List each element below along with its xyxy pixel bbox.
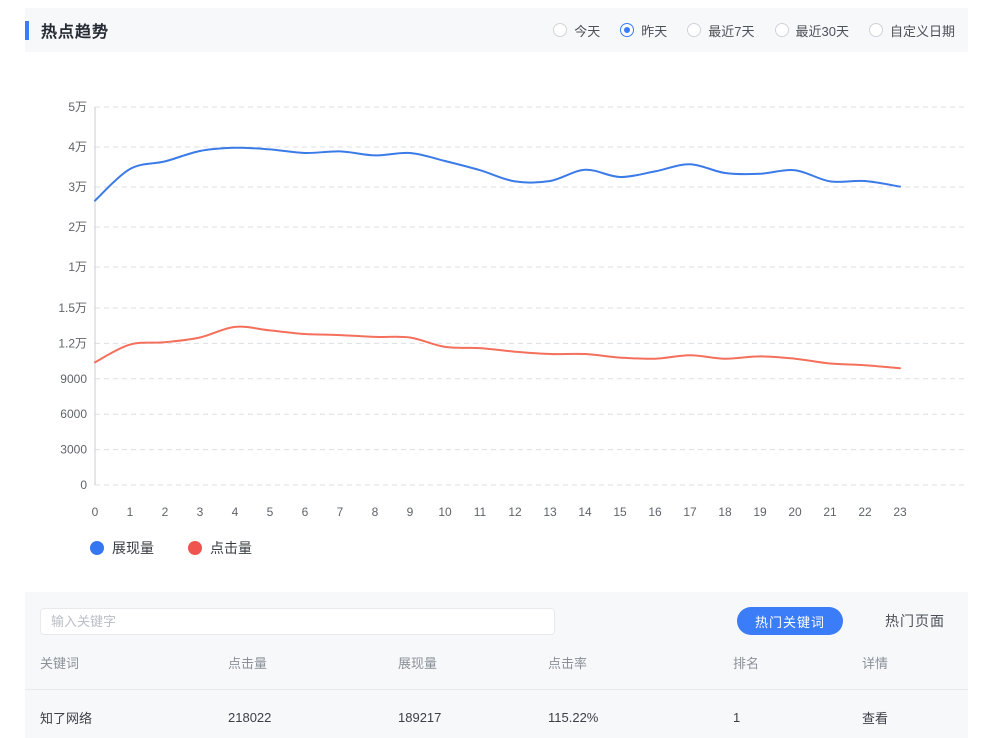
table-cell: 218022 <box>228 709 272 725</box>
table-col-header-0: 关键词 <box>40 655 80 671</box>
radio-label: 最近30天 <box>795 23 849 39</box>
keyword-link[interactable]: 知了网络 <box>40 710 93 726</box>
x-axis-tick-label: 11 <box>474 505 487 519</box>
x-axis-tick-label: 1 <box>127 505 134 519</box>
radio-circle-icon <box>620 23 635 37</box>
x-axis-tick-label: 4 <box>232 505 239 519</box>
x-axis-tick-label: 18 <box>718 505 732 519</box>
lower-axis-tick-label: 1.2万 <box>58 336 87 350</box>
view-details-link[interactable]: 查看 <box>862 710 889 726</box>
legend-label: 点击量 <box>210 540 252 556</box>
keyword-search-input[interactable] <box>40 607 555 635</box>
x-axis-tick-label: 12 <box>508 505 522 519</box>
lower-axis-tick-label: 9000 <box>60 372 87 386</box>
date-range-radio-4[interactable]: 自定义日期 <box>868 21 955 40</box>
title-wrap: 热点趋势 <box>25 8 109 52</box>
lower-axis-tick-label: 3000 <box>60 443 87 457</box>
table-body: 知了网络 218022 189217 115.22% 1 查看 <box>25 690 968 738</box>
legend-item-0[interactable]: 展现量 <box>90 538 154 558</box>
x-axis-tick-label: 0 <box>92 505 99 519</box>
upper-axis-tick-label: 2万 <box>68 220 87 234</box>
page-title: 热点趋势 <box>41 24 110 41</box>
x-axis-tick-label: 5 <box>267 505 274 519</box>
x-axis-tick-label: 2 <box>162 505 169 519</box>
table-col-header-2: 展现量 <box>398 655 438 671</box>
hot-pages-tab[interactable]: 热门页面 <box>885 613 945 629</box>
radio-circle-icon <box>774 23 789 37</box>
upper-axis-tick-label: 1万 <box>68 260 87 274</box>
legend-item-1[interactable]: 点击量 <box>188 538 252 558</box>
title-accent-bar <box>25 20 29 40</box>
x-axis-tick-label: 13 <box>543 505 557 519</box>
x-axis-tick-label: 22 <box>858 505 872 519</box>
date-range-radio-0[interactable]: 今天 <box>553 21 600 40</box>
upper-axis-tick-label: 3万 <box>68 180 87 194</box>
series-line-展现量 <box>94 146 901 202</box>
table-col-header-3: 点击率 <box>548 655 588 671</box>
x-axis-tick-label: 20 <box>788 505 802 519</box>
radio-circle-icon <box>553 23 568 37</box>
x-axis-tick-label: 19 <box>753 505 767 519</box>
lower-axis-tick-label: 0 <box>80 478 87 492</box>
table-header-row: 关键词 点击量 展现量 点击率 排名 详情 <box>25 635 968 690</box>
x-axis-tick-label: 10 <box>438 505 452 519</box>
radio-label: 今天 <box>574 23 601 39</box>
x-axis-tick-label: 16 <box>648 505 662 519</box>
radio-label: 自定义日期 <box>889 23 955 39</box>
legend-label: 展现量 <box>112 540 154 556</box>
legend-dot-icon <box>90 541 104 555</box>
date-range-radio-1[interactable]: 昨天 <box>620 21 667 40</box>
x-axis-tick-label: 14 <box>578 505 592 519</box>
x-axis-tick-label: 8 <box>372 505 379 519</box>
table-cell: 189217 <box>398 709 442 725</box>
x-axis-tick-label: 21 <box>823 505 837 519</box>
table-col-header-4: 排名 <box>733 655 760 671</box>
search-row: 热门关键词 热门页面 <box>25 592 968 635</box>
table-cell: 115.22% <box>548 709 599 725</box>
x-axis-tick-label: 3 <box>197 505 204 519</box>
x-axis-tick-label: 17 <box>683 505 697 519</box>
date-range-radio-2[interactable]: 最近7天 <box>687 21 755 40</box>
table-col-header-1: 点击量 <box>228 655 268 671</box>
legend-dot-icon <box>188 541 202 555</box>
x-axis-tick-label: 9 <box>407 505 414 519</box>
table-col-header-5: 详情 <box>862 655 889 671</box>
x-axis-tick-label: 23 <box>893 505 907 519</box>
header-panel: 热点趋势 今天 昨天 最近7天 最近30天 自定义日期 <box>25 8 968 52</box>
radio-circle-icon <box>868 23 883 37</box>
radio-label: 昨天 <box>641 23 668 39</box>
table-cell: 1 <box>733 709 741 725</box>
hot-keywords-button[interactable]: 热门关键词 <box>736 607 843 635</box>
date-range-radio-3[interactable]: 最近30天 <box>774 21 849 40</box>
upper-axis-tick-label: 5万 <box>68 100 87 114</box>
radio-circle-icon <box>687 23 702 37</box>
keywords-panel: 热门关键词 热门页面 关键词 点击量 展现量 点击率 排名 详情 知了网络 218022 18… <box>25 592 968 738</box>
chart-legend: 展现量 点击量 <box>0 534 1000 562</box>
lower-axis-tick-label: 6000 <box>60 407 87 421</box>
upper-axis-tick-label: 4万 <box>68 140 87 154</box>
lower-axis-tick-label: 1.5万 <box>58 301 87 315</box>
radio-label: 最近7天 <box>708 23 755 39</box>
series-line-点击量 <box>94 325 901 370</box>
trend-chart-card: 5万 4万 3万 2万 1万 1.5万 1.2万 9000 6000 3000 0 0 1 2 3 4 5 6 7 8… <box>0 52 1000 562</box>
date-range-radio-group: 今天 昨天 最近7天 最近30天 自定义日期 <box>553 21 955 40</box>
x-axis-tick-label: 15 <box>613 505 627 519</box>
table-row: 知了网络 218022 189217 115.22% 1 查看 <box>25 690 968 738</box>
x-axis-tick-label: 6 <box>302 505 309 519</box>
x-axis-tick-label: 7 <box>337 505 344 519</box>
